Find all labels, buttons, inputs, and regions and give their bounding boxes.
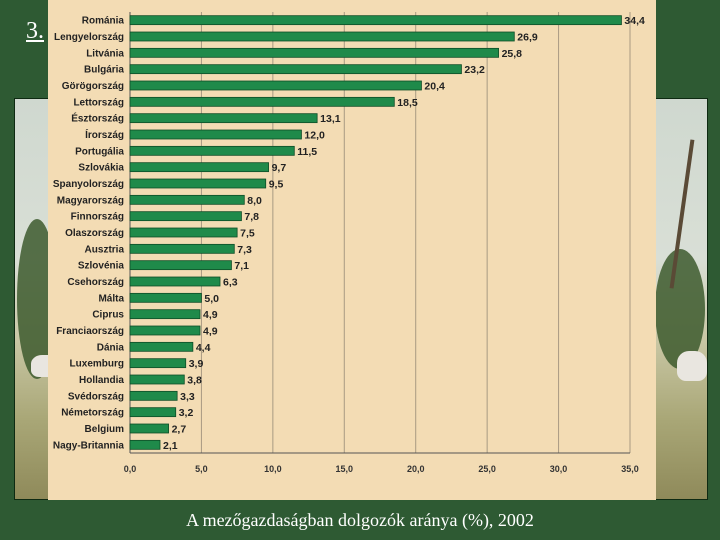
bar bbox=[129, 292, 202, 303]
category-label: Ciprus bbox=[92, 310, 124, 321]
bar bbox=[129, 145, 295, 156]
bar bbox=[129, 113, 318, 124]
data-label: 23,2 bbox=[464, 64, 485, 76]
category-label: Málta bbox=[98, 293, 124, 304]
bar bbox=[129, 211, 242, 222]
bar bbox=[129, 423, 169, 434]
category-label: Szlovákia bbox=[78, 163, 124, 174]
bar bbox=[129, 439, 161, 450]
category-label: Portugália bbox=[75, 146, 124, 157]
category-label: Írország bbox=[85, 128, 124, 141]
chart-caption: A mezőgazdaságban dolgozók aránya (%), 2… bbox=[186, 510, 534, 530]
data-label: 18,5 bbox=[397, 97, 418, 109]
category-label: Belgium bbox=[85, 424, 125, 435]
category-label: Csehország bbox=[67, 277, 124, 288]
data-label: 4,9 bbox=[203, 326, 218, 338]
tree-right bbox=[655, 249, 705, 369]
category-label: Szlovénia bbox=[78, 261, 125, 272]
bar bbox=[129, 64, 462, 75]
data-label: 25,8 bbox=[502, 48, 523, 60]
data-label: 7,3 bbox=[237, 244, 252, 256]
data-label: 3,3 bbox=[180, 391, 195, 403]
bar bbox=[129, 243, 235, 254]
bar bbox=[129, 407, 177, 418]
bar bbox=[129, 15, 622, 26]
bar-chart: 0,0 5,0 10,0 15,0 20,0 25,0 30,0 35,0 Románia 34,… bbox=[53, 12, 645, 474]
bar bbox=[129, 309, 201, 320]
x-tick-label: 0,0 bbox=[124, 464, 137, 474]
category-label: Németország bbox=[61, 408, 124, 419]
x-tick-label: 10,0 bbox=[264, 464, 282, 474]
category-label: Lengyelország bbox=[54, 32, 124, 43]
bar bbox=[129, 162, 269, 173]
data-label: 2,7 bbox=[172, 424, 187, 436]
chart-panel: 0,0 5,0 10,0 15,0 20,0 25,0 30,0 35,0 Románia 34,… bbox=[48, 0, 656, 500]
category-label: Svédország bbox=[68, 391, 124, 402]
category-label: Dánia bbox=[97, 342, 125, 353]
category-label: Lettország bbox=[73, 97, 124, 108]
data-label: 8,0 bbox=[247, 195, 262, 207]
data-label: 7,1 bbox=[234, 260, 249, 272]
bar bbox=[129, 96, 395, 107]
category-label: Hollandia bbox=[79, 375, 124, 386]
data-label: 4,9 bbox=[203, 309, 218, 321]
x-tick-label: 35,0 bbox=[621, 464, 639, 474]
bar bbox=[129, 80, 422, 91]
data-label: 7,5 bbox=[240, 228, 255, 240]
category-label: Ausztria bbox=[85, 244, 125, 255]
x-tick-label: 25,0 bbox=[478, 464, 496, 474]
bar bbox=[129, 31, 515, 42]
slide-number: 3. bbox=[26, 18, 44, 44]
data-label: 4,4 bbox=[196, 342, 211, 354]
category-label: Nagy-Britannia bbox=[53, 440, 125, 451]
bar bbox=[129, 260, 232, 271]
bar bbox=[129, 47, 499, 58]
x-tick-label: 20,0 bbox=[407, 464, 425, 474]
data-label: 9,7 bbox=[272, 162, 287, 174]
data-label: 34,4 bbox=[624, 15, 645, 27]
data-label: 3,2 bbox=[179, 407, 194, 419]
category-label: Észtország bbox=[71, 112, 124, 125]
x-tick-label: 15,0 bbox=[336, 464, 354, 474]
category-label: Románia bbox=[82, 16, 125, 27]
data-label: 9,5 bbox=[269, 179, 284, 191]
bar bbox=[129, 341, 194, 352]
data-label: 3,9 bbox=[189, 358, 204, 370]
data-label: 12,0 bbox=[304, 130, 325, 142]
data-label: 3,8 bbox=[187, 375, 202, 387]
bar bbox=[129, 129, 302, 140]
bar bbox=[129, 227, 238, 238]
bar bbox=[129, 325, 201, 336]
bar bbox=[129, 358, 187, 369]
category-label: Bulgária bbox=[84, 65, 124, 76]
data-label: 26,9 bbox=[517, 32, 538, 44]
category-label: Luxemburg bbox=[70, 359, 124, 370]
category-label: Franciaország bbox=[56, 326, 124, 337]
category-label: Litvánia bbox=[86, 48, 124, 59]
bar bbox=[129, 276, 221, 287]
bar bbox=[129, 390, 178, 401]
cow-right bbox=[677, 351, 707, 381]
data-label: 13,1 bbox=[320, 113, 341, 125]
data-label: 5,0 bbox=[204, 293, 219, 305]
x-tick-label: 30,0 bbox=[550, 464, 568, 474]
data-label: 11,5 bbox=[297, 146, 317, 158]
data-label: 6,3 bbox=[223, 277, 238, 289]
bar bbox=[129, 178, 267, 189]
data-label: 20,4 bbox=[424, 81, 445, 93]
category-label: Görögország bbox=[62, 81, 124, 92]
bar bbox=[129, 194, 245, 205]
category-label: Olaszország bbox=[65, 228, 124, 239]
data-label: 7,8 bbox=[244, 211, 259, 223]
bar bbox=[129, 374, 185, 385]
category-label: Magyarország bbox=[57, 195, 124, 206]
category-label: Spanyolország bbox=[53, 179, 124, 190]
data-label: 2,1 bbox=[163, 440, 178, 452]
x-tick-label: 5,0 bbox=[195, 464, 208, 474]
category-label: Finnország bbox=[71, 212, 124, 223]
